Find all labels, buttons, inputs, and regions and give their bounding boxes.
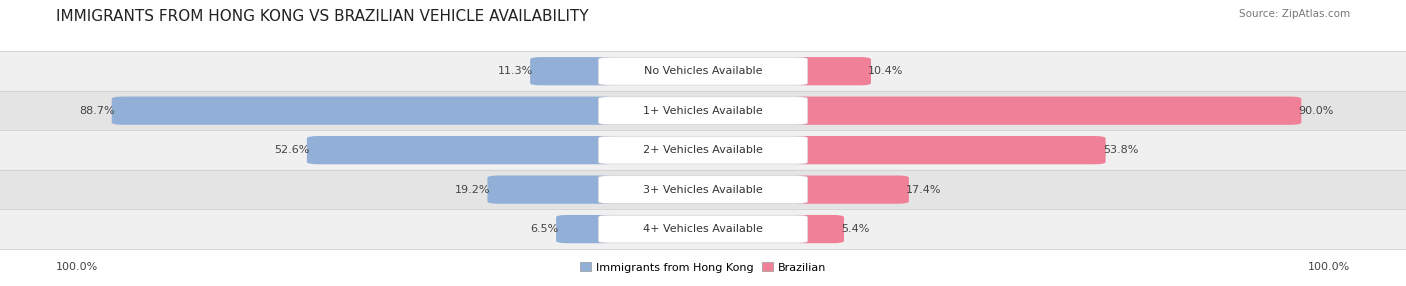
Text: No Vehicles Available: No Vehicles Available [644, 66, 762, 76]
FancyBboxPatch shape [599, 176, 808, 203]
Text: 52.6%: 52.6% [274, 145, 309, 155]
Text: 10.4%: 10.4% [868, 66, 904, 76]
FancyBboxPatch shape [111, 97, 614, 125]
FancyBboxPatch shape [793, 57, 870, 85]
Text: 88.7%: 88.7% [79, 106, 114, 116]
Text: 2+ Vehicles Available: 2+ Vehicles Available [643, 145, 763, 155]
FancyBboxPatch shape [793, 176, 908, 204]
Text: 3+ Vehicles Available: 3+ Vehicles Available [643, 185, 763, 194]
FancyBboxPatch shape [599, 136, 808, 164]
Text: 5.4%: 5.4% [841, 224, 869, 234]
FancyBboxPatch shape [793, 136, 1105, 164]
Text: 17.4%: 17.4% [905, 185, 942, 194]
Text: Source: ZipAtlas.com: Source: ZipAtlas.com [1239, 9, 1350, 19]
Text: 100.0%: 100.0% [56, 263, 98, 272]
Text: IMMIGRANTS FROM HONG KONG VS BRAZILIAN VEHICLE AVAILABILITY: IMMIGRANTS FROM HONG KONG VS BRAZILIAN V… [56, 9, 589, 23]
Text: 4+ Vehicles Available: 4+ Vehicles Available [643, 224, 763, 234]
FancyBboxPatch shape [530, 57, 614, 85]
Text: 100.0%: 100.0% [1308, 263, 1350, 272]
FancyBboxPatch shape [488, 176, 614, 204]
Text: 53.8%: 53.8% [1102, 145, 1139, 155]
Legend: Immigrants from Hong Kong, Brazilian: Immigrants from Hong Kong, Brazilian [581, 262, 825, 273]
Bar [0, 91, 1406, 130]
FancyBboxPatch shape [793, 215, 844, 243]
FancyBboxPatch shape [793, 97, 1302, 125]
Bar [0, 170, 1406, 209]
Bar [0, 51, 1406, 91]
FancyBboxPatch shape [599, 97, 808, 124]
Text: 1+ Vehicles Available: 1+ Vehicles Available [643, 106, 763, 116]
FancyBboxPatch shape [557, 215, 614, 243]
Bar [0, 130, 1406, 170]
Text: 11.3%: 11.3% [498, 66, 533, 76]
FancyBboxPatch shape [599, 57, 808, 85]
FancyBboxPatch shape [599, 215, 808, 243]
Text: 90.0%: 90.0% [1299, 106, 1334, 116]
Text: 19.2%: 19.2% [454, 185, 491, 194]
FancyBboxPatch shape [307, 136, 614, 164]
Bar [0, 209, 1406, 249]
Text: 6.5%: 6.5% [530, 224, 560, 234]
